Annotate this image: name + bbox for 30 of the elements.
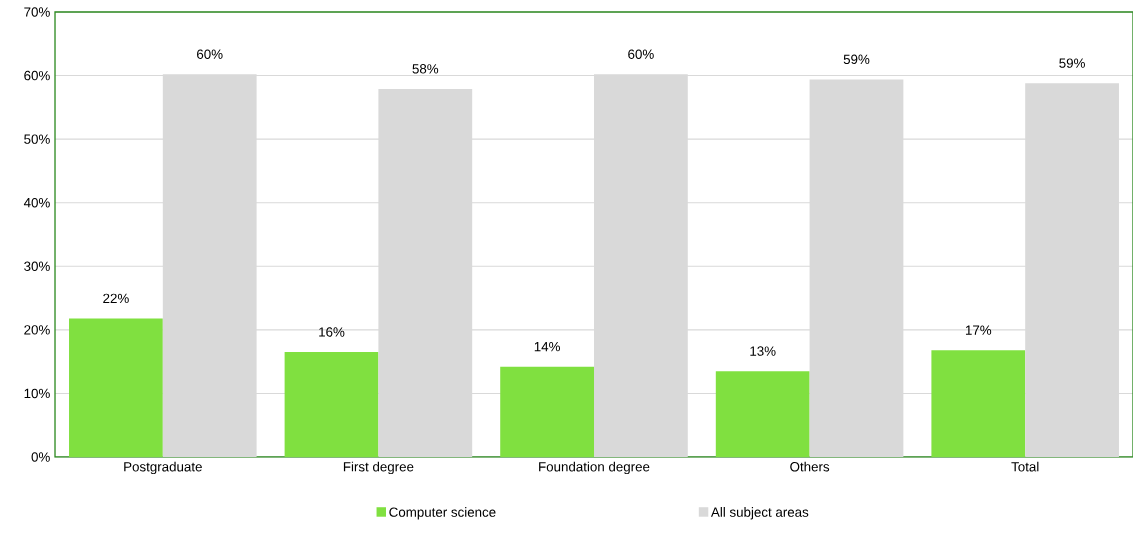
x-tick-label: Postgraduate xyxy=(124,461,202,475)
y-tick-label: 40% xyxy=(23,198,50,208)
bar xyxy=(715,371,810,457)
data-label: 22% xyxy=(103,293,129,304)
y-tick-label: 0% xyxy=(31,452,50,462)
y-tick-label: 70% xyxy=(24,7,50,17)
data-label: 59% xyxy=(843,54,870,64)
x-tick-label: Total xyxy=(1011,461,1039,472)
bar xyxy=(500,366,594,457)
y-tick-label: 60% xyxy=(24,70,50,81)
bar xyxy=(284,352,379,457)
y-tick-label: 20% xyxy=(24,325,50,335)
bar xyxy=(69,318,163,457)
y-tick-label: 10% xyxy=(24,388,50,399)
data-label: 60% xyxy=(197,49,223,59)
data-label: 58% xyxy=(412,64,439,74)
bar xyxy=(931,350,1026,457)
data-label: 59% xyxy=(1059,58,1085,68)
data-label: 13% xyxy=(750,346,776,356)
y-tick-label: 50% xyxy=(24,134,50,144)
data-label: 17% xyxy=(965,325,992,335)
x-tick-label: First degree xyxy=(343,461,414,475)
x-tick-label: Foundation degree xyxy=(539,461,650,475)
x-tick-label: Others xyxy=(790,461,830,472)
data-label: 60% xyxy=(628,49,654,59)
data-label: 16% xyxy=(319,327,345,337)
data-label: 14% xyxy=(534,342,560,352)
legend-label: Computer science xyxy=(389,507,496,520)
y-tick-label: 30% xyxy=(24,261,50,271)
legend-label: All subject areas xyxy=(710,507,809,520)
